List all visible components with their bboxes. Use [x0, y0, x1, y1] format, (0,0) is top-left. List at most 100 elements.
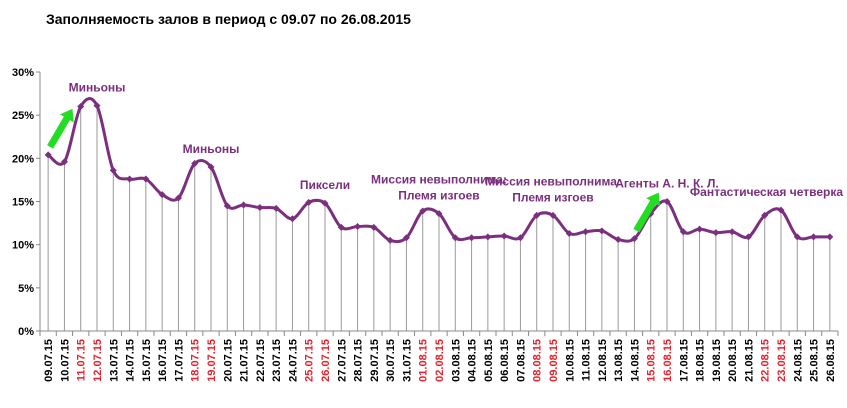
x-tick-label: 02.08.15: [434, 339, 446, 382]
y-tick-label: 30%: [12, 67, 34, 79]
x-tick-label: 14.07.15: [125, 339, 137, 382]
data-point: [761, 211, 769, 219]
y-tick-label: 10%: [12, 240, 34, 252]
y-tick-label: 20%: [12, 153, 34, 165]
x-tick-label: 30.07.15: [385, 339, 397, 382]
data-point: [793, 233, 801, 241]
data-point: [44, 151, 52, 159]
data-point: [484, 233, 492, 241]
x-tick-label: 05.08.15: [483, 339, 495, 382]
annotation-label: Миссия невыполнима:: [371, 173, 507, 187]
y-tick-label: 25%: [12, 110, 34, 122]
data-point: [60, 158, 68, 166]
x-tick-label: 15.07.15: [141, 339, 153, 382]
annotation-label: Племя изгоев: [512, 190, 593, 204]
data-point: [370, 223, 378, 231]
x-tick-label: 12.08.15: [597, 339, 609, 382]
x-tick-label: 10.07.15: [59, 339, 71, 382]
data-point: [337, 223, 345, 231]
x-tick-label: 03.08.15: [450, 339, 462, 382]
x-tick-label: 24.08.15: [792, 339, 804, 382]
data-point: [240, 201, 248, 209]
data-point: [663, 198, 671, 205]
data-point: [256, 204, 264, 212]
x-tick-label: 15.08.15: [646, 339, 658, 382]
data-point: [93, 102, 101, 110]
x-tick-label: 25.08.15: [809, 339, 821, 382]
data-point: [109, 166, 117, 174]
data-point: [77, 103, 85, 111]
x-tick-label: 13.08.15: [613, 339, 625, 382]
x-tick-label: 12.07.15: [92, 339, 104, 382]
data-point: [598, 227, 606, 235]
x-tick-label: 11.08.15: [581, 339, 593, 381]
annotation-label: Миньоны: [69, 81, 126, 95]
x-tick-label: 09.07.15: [43, 339, 55, 382]
data-point: [305, 198, 313, 206]
data-point: [142, 175, 150, 183]
data-point: [777, 206, 785, 214]
x-tick-label: 21.08.15: [743, 339, 755, 382]
chart-title: Заполняемость залов в период с 09.07 по …: [46, 11, 411, 27]
x-tick-label: 31.07.15: [401, 339, 413, 382]
x-tick-label: 18.07.15: [190, 339, 202, 382]
x-tick-label: 29.07.15: [369, 339, 381, 382]
data-point: [354, 223, 362, 231]
data-point: [191, 160, 199, 168]
data-point: [321, 199, 329, 207]
data-point: [565, 229, 573, 237]
data-point: [630, 235, 638, 243]
data-point: [272, 204, 280, 212]
x-tick-label: 11.07.15: [76, 339, 88, 381]
data-point: [207, 163, 215, 171]
data-point: [549, 211, 557, 219]
x-tick-label: 16.07.15: [157, 339, 169, 382]
data-point: [223, 202, 231, 210]
annotation-label: Миньоны: [183, 142, 240, 156]
x-tick-label: 07.08.15: [515, 339, 527, 382]
trend-arrow: [633, 192, 661, 233]
x-tick-label: 17.08.15: [678, 339, 690, 382]
x-tick-label: 17.07.15: [173, 339, 185, 382]
data-point: [614, 235, 622, 243]
annotation-label: Миссия невыполнима:: [485, 174, 621, 188]
x-tick-label: 20.07.15: [222, 339, 234, 382]
x-tick-label: 26.08.15: [825, 339, 837, 382]
x-tick-label: 16.08.15: [662, 339, 674, 382]
annotation-label: Племя изгоев: [398, 189, 479, 203]
data-point: [582, 228, 590, 236]
x-tick-label: 20.08.15: [727, 339, 739, 382]
x-tick-label: 08.08.15: [532, 339, 544, 382]
x-tick-label: 23.07.15: [271, 339, 283, 382]
x-tick-label: 24.07.15: [287, 339, 299, 382]
data-point: [712, 229, 720, 237]
x-tick-label: 14.08.15: [629, 339, 641, 382]
data-point: [696, 225, 704, 233]
data-point: [826, 233, 834, 241]
y-tick-label: 5%: [18, 283, 34, 295]
annotation-label: Агенты А. Н. К. Л.: [615, 177, 718, 191]
x-tick-label: 25.07.15: [304, 339, 316, 382]
y-tick-label: 15%: [12, 197, 34, 209]
trend-arrow: [47, 108, 74, 149]
x-tick-label: 23.08.15: [776, 339, 788, 382]
data-point: [126, 175, 134, 183]
data-point: [516, 234, 524, 242]
x-tick-label: 19.08.15: [711, 339, 723, 382]
data-point: [435, 210, 443, 218]
x-tick-label: 18.08.15: [695, 339, 707, 382]
data-point: [679, 228, 687, 236]
x-tick-label: 27.07.15: [336, 339, 348, 382]
x-tick-label: 22.07.15: [255, 339, 267, 382]
data-point: [533, 211, 541, 219]
data-point: [728, 228, 736, 236]
x-tick-label: 21.07.15: [239, 339, 251, 382]
x-tick-label: 09.08.15: [548, 339, 560, 382]
x-tick-label: 13.07.15: [108, 339, 120, 382]
y-tick-label: 0%: [18, 326, 34, 338]
x-tick-label: 01.08.15: [418, 339, 430, 382]
data-point: [451, 234, 459, 242]
x-tick-label: 28.07.15: [353, 339, 365, 382]
data-point: [500, 232, 508, 240]
